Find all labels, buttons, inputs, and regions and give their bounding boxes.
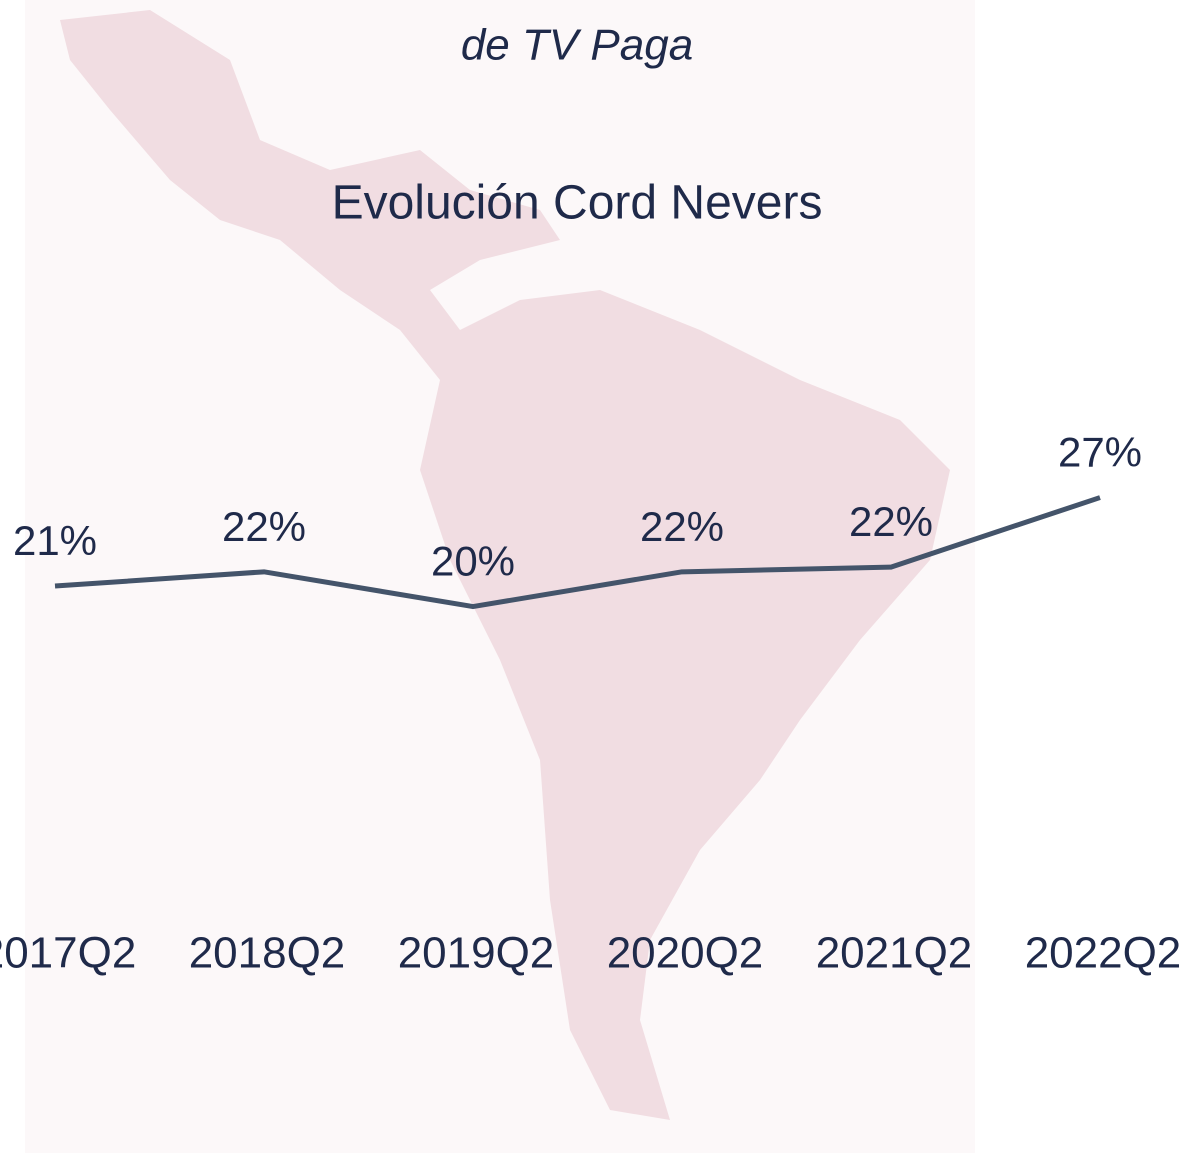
chart-title: Evolución Cord Nevers <box>332 177 823 230</box>
x-tick-label: 2020Q2 <box>607 929 764 978</box>
x-tick-label: 2017Q2 <box>0 929 136 978</box>
data-label: 27% <box>1058 429 1142 476</box>
map-silhouette <box>60 10 950 1120</box>
x-tick-label: 2018Q2 <box>189 929 346 978</box>
x-tick-label: 2019Q2 <box>398 929 555 978</box>
data-label: 20% <box>431 538 515 585</box>
data-label: 22% <box>640 503 724 550</box>
data-label: 22% <box>849 498 933 545</box>
x-tick-label: 2022Q2 <box>1025 929 1182 978</box>
chart-subtitle: de TV Paga <box>461 21 693 70</box>
data-label: 21% <box>13 517 97 564</box>
data-label: 22% <box>222 503 306 550</box>
data-line <box>54 495 1101 610</box>
x-tick-label: 2021Q2 <box>816 929 973 978</box>
